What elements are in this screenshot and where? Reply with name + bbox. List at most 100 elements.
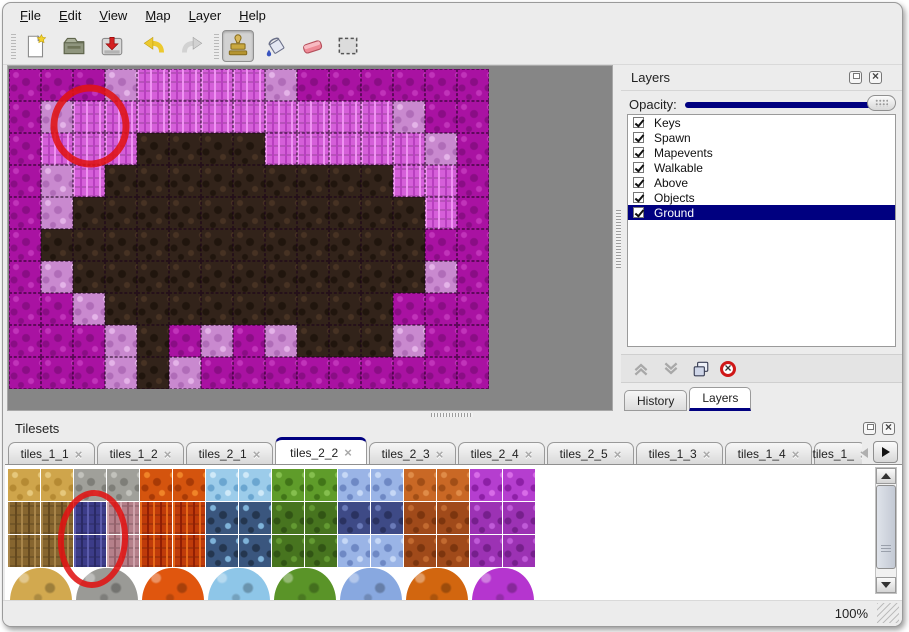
tileset-tile-sand[interactable] xyxy=(8,469,40,501)
map-tile[interactable] xyxy=(297,133,329,165)
map-tile[interactable] xyxy=(9,357,41,389)
tileset-tile-ice[interactable] xyxy=(206,469,238,501)
tileset-tab-tiles_1_1[interactable]: tiles_1_1 × xyxy=(8,442,95,465)
map-canvas[interactable] xyxy=(9,69,489,389)
map-tile[interactable] xyxy=(201,165,233,197)
close-tab-icon[interactable]: × xyxy=(702,446,711,462)
close-panel-icon[interactable] xyxy=(869,69,882,84)
duplicate-layer-button[interactable] xyxy=(689,358,713,380)
map-tile[interactable] xyxy=(41,357,73,389)
map-tile[interactable] xyxy=(393,229,425,261)
map-view[interactable] xyxy=(7,65,613,411)
tileset-tile-clay[interactable] xyxy=(404,469,436,501)
horizontal-splitter-grip[interactable] xyxy=(431,413,473,418)
map-tile[interactable] xyxy=(457,293,489,325)
map-tile[interactable] xyxy=(265,133,297,165)
tileset-tile-rose[interactable] xyxy=(107,535,139,567)
map-tile[interactable] xyxy=(41,261,73,293)
map-tile[interactable] xyxy=(393,165,425,197)
tileset-tile-bark[interactable] xyxy=(41,502,73,534)
map-tile[interactable] xyxy=(9,229,41,261)
tileset-tile-rust[interactable] xyxy=(437,535,469,567)
map-tile[interactable] xyxy=(169,133,201,165)
map-tile[interactable] xyxy=(457,69,489,101)
tileset-tile-darkcrystal[interactable] xyxy=(338,502,370,534)
close-tab-icon[interactable]: × xyxy=(435,446,444,462)
eraser-tool-button[interactable] xyxy=(296,30,328,62)
layer-visibility-checkbox[interactable] xyxy=(633,192,644,203)
close-tab-icon[interactable]: × xyxy=(163,446,172,462)
map-tile[interactable] xyxy=(233,229,265,261)
layer-list[interactable]: Keys Spawn Mapevents Walkable Above Objects Gr… xyxy=(627,114,896,347)
tileset-tile-flame[interactable] xyxy=(140,502,172,534)
close-tab-icon[interactable]: × xyxy=(524,446,533,462)
tileset-tile-frost[interactable] xyxy=(206,502,238,534)
map-tile[interactable] xyxy=(393,133,425,165)
tileset-tab-tiles_1_2[interactable]: tiles_1_2 × xyxy=(97,442,184,465)
map-tile[interactable] xyxy=(329,229,361,261)
map-tile[interactable] xyxy=(169,357,201,389)
map-tile[interactable] xyxy=(169,101,201,133)
map-tile[interactable] xyxy=(105,357,137,389)
map-tile[interactable] xyxy=(329,197,361,229)
map-tile[interactable] xyxy=(361,325,393,357)
scrollbar-thumb[interactable] xyxy=(876,485,896,569)
map-tile[interactable] xyxy=(105,293,137,325)
map-tile[interactable] xyxy=(297,69,329,101)
map-tile[interactable] xyxy=(105,325,137,357)
map-tile[interactable] xyxy=(169,325,201,357)
tileset-tile-vine[interactable] xyxy=(305,469,337,501)
tileset-tile-frost[interactable] xyxy=(239,502,271,534)
map-tile[interactable] xyxy=(265,325,297,357)
layer-visibility-checkbox[interactable] xyxy=(633,132,644,143)
map-tile[interactable] xyxy=(457,101,489,133)
map-tile[interactable] xyxy=(41,293,73,325)
tileset-blob-tile[interactable] xyxy=(208,568,270,600)
map-tile[interactable] xyxy=(9,293,41,325)
tileset-tile-bark[interactable] xyxy=(41,535,73,567)
layer-visibility-checkbox[interactable] xyxy=(633,117,644,128)
close-tab-icon[interactable]: × xyxy=(860,447,862,462)
layer-visibility-checkbox[interactable] xyxy=(633,177,644,188)
map-tile[interactable] xyxy=(425,133,457,165)
layer-row-ground[interactable]: Ground xyxy=(628,205,895,220)
map-tile[interactable] xyxy=(265,229,297,261)
tileset-blob-tile[interactable] xyxy=(472,568,534,600)
tileset-tile-rock[interactable] xyxy=(74,469,106,501)
tileset-tile-crystal[interactable] xyxy=(338,535,370,567)
map-tile[interactable] xyxy=(201,197,233,229)
map-tile[interactable] xyxy=(425,325,457,357)
map-tile[interactable] xyxy=(9,197,41,229)
map-tile[interactable] xyxy=(137,261,169,293)
map-tile[interactable] xyxy=(297,101,329,133)
map-tile[interactable] xyxy=(393,197,425,229)
tileset-tile-navy[interactable] xyxy=(74,502,106,534)
tileset-tile-purpleweb[interactable] xyxy=(470,535,502,567)
menu-item-edit[interactable]: Edit xyxy=(58,8,82,23)
map-tile[interactable] xyxy=(297,165,329,197)
map-tile[interactable] xyxy=(169,229,201,261)
map-tile[interactable] xyxy=(361,261,393,293)
tileset-tile-crystal[interactable] xyxy=(371,535,403,567)
map-tile[interactable] xyxy=(73,101,105,133)
tileset-tab-tiles_1_3[interactable]: tiles_1_3 × xyxy=(636,442,723,465)
tileset-tile-rust[interactable] xyxy=(404,502,436,534)
tileset-tile-flame[interactable] xyxy=(173,502,205,534)
layer-row-mapevents[interactable]: Mapevents xyxy=(628,145,895,160)
tileset-tile-darkcrystal[interactable] xyxy=(371,502,403,534)
tileset-tile-bark[interactable] xyxy=(8,535,40,567)
map-tile[interactable] xyxy=(41,101,73,133)
map-tile[interactable] xyxy=(201,133,233,165)
tileset-tile-rust[interactable] xyxy=(404,535,436,567)
map-tile[interactable] xyxy=(73,229,105,261)
map-tile[interactable] xyxy=(361,133,393,165)
map-tile[interactable] xyxy=(137,69,169,101)
map-tile[interactable] xyxy=(9,325,41,357)
map-tile[interactable] xyxy=(9,261,41,293)
map-tile[interactable] xyxy=(361,293,393,325)
map-tile[interactable] xyxy=(73,165,105,197)
tileset-blob-tile[interactable] xyxy=(76,568,138,600)
map-tile[interactable] xyxy=(361,229,393,261)
map-tile[interactable] xyxy=(233,197,265,229)
map-tile[interactable] xyxy=(105,197,137,229)
